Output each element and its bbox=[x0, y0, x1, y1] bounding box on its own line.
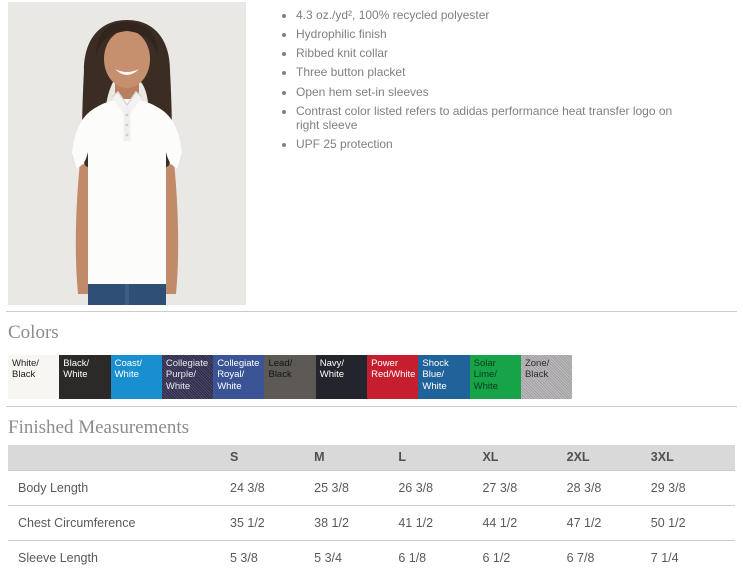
size-header-2xl: 2XL bbox=[566, 445, 651, 470]
size-header-xl: XL bbox=[482, 445, 567, 470]
measurement-value: 29 3/8 bbox=[650, 469, 735, 505]
spec-item: Open hem set-in sleeves bbox=[296, 85, 688, 99]
color-swatch-collegiate-royal-white[interactable]: Collegiate Royal/ White bbox=[213, 355, 265, 399]
size-header-m: M bbox=[314, 445, 399, 470]
spec-item: UPF 25 protection bbox=[296, 137, 688, 151]
measurement-label: Sleeve Length bbox=[8, 539, 230, 570]
measurement-label: Body Length bbox=[8, 469, 230, 505]
spec-item: Ribbed knit collar bbox=[296, 46, 688, 60]
color-swatch-zone-black[interactable]: Zone/ Black bbox=[520, 355, 573, 399]
measurement-value: 7 1/4 bbox=[650, 539, 735, 570]
color-swatch-coast-white[interactable]: Coast/ White bbox=[110, 355, 162, 399]
color-swatch-black-white[interactable]: Black/ White bbox=[59, 355, 111, 399]
measurement-value: 6 1/2 bbox=[482, 539, 567, 570]
measurement-value: 50 1/2 bbox=[650, 504, 735, 540]
color-swatch-shock-blue-white[interactable]: Shock Blue/ White bbox=[418, 355, 470, 399]
spec-item: Contrast color listed refers to adidas p… bbox=[296, 104, 688, 132]
size-header-3xl: 3XL bbox=[650, 445, 735, 470]
measurement-value: 5 3/4 bbox=[314, 539, 399, 570]
measurement-value: 6 7/8 bbox=[566, 539, 651, 570]
measurement-value: 47 1/2 bbox=[566, 504, 651, 540]
product-spec-list: 4.3 oz./yd², 100% recycled polyester Hyd… bbox=[280, 8, 688, 305]
color-swatch-navy-white[interactable]: Navy/ White bbox=[315, 355, 368, 399]
measurement-value: 26 3/8 bbox=[398, 469, 483, 505]
measurement-value: 38 1/2 bbox=[314, 504, 399, 540]
measurement-value: 41 1/2 bbox=[398, 504, 483, 540]
size-header-l: L bbox=[398, 445, 483, 470]
measurement-value: 24 3/8 bbox=[230, 469, 315, 505]
measurement-name-header bbox=[8, 445, 230, 470]
table-row-body-length: Body Length 24 3/8 25 3/8 26 3/8 27 3/8 … bbox=[8, 469, 735, 505]
product-photo[interactable] bbox=[8, 2, 246, 305]
measurements-section-title: Finished Measurements bbox=[8, 417, 190, 438]
measurement-label: Chest Circumference bbox=[8, 504, 230, 540]
measurements-table: S M L XL 2XL 3XL Body Length 24 3/8 25 3… bbox=[8, 445, 735, 570]
table-row-chest-circumference: Chest Circumference 35 1/2 38 1/2 41 1/2… bbox=[8, 504, 735, 540]
measurement-value: 6 1/8 bbox=[398, 539, 483, 570]
size-header-s: S bbox=[230, 445, 315, 470]
measurement-value: 5 3/8 bbox=[230, 539, 315, 570]
measurement-value: 28 3/8 bbox=[566, 469, 651, 505]
table-row-sleeve-length: Sleeve Length 5 3/8 5 3/4 6 1/8 6 1/2 6 … bbox=[8, 539, 735, 570]
spec-item: Three button placket bbox=[296, 65, 688, 79]
colors-section-title: Colors bbox=[8, 322, 59, 343]
product-top-section: 4.3 oz./yd², 100% recycled polyester Hyd… bbox=[0, 0, 743, 305]
measurement-value: 44 1/2 bbox=[482, 504, 567, 540]
color-swatch-collegiate-purple-white[interactable]: Collegiate Purple/ White bbox=[161, 355, 214, 399]
color-swatch-lead-black[interactable]: Lead/ Black bbox=[264, 355, 316, 399]
section-divider bbox=[6, 406, 737, 407]
color-swatch-power-red-white[interactable]: Power Red/White bbox=[367, 355, 419, 399]
color-swatch-solar-lime-white[interactable]: Solar Lime/ White bbox=[469, 355, 521, 399]
color-swatch-row: White/ Black Black/ White Coast/ White C… bbox=[8, 355, 743, 399]
measurements-header-row: S M L XL 2XL 3XL bbox=[8, 445, 735, 470]
measurement-value: 25 3/8 bbox=[314, 469, 399, 505]
spec-item: Hydrophilic finish bbox=[296, 27, 688, 41]
model-white-polo-image bbox=[8, 2, 246, 305]
measurement-value: 27 3/8 bbox=[482, 469, 567, 505]
measurement-value: 35 1/2 bbox=[230, 504, 315, 540]
section-divider bbox=[6, 311, 737, 312]
spec-item: 4.3 oz./yd², 100% recycled polyester bbox=[296, 8, 688, 22]
color-swatch-white-black[interactable]: White/ Black bbox=[8, 355, 60, 399]
